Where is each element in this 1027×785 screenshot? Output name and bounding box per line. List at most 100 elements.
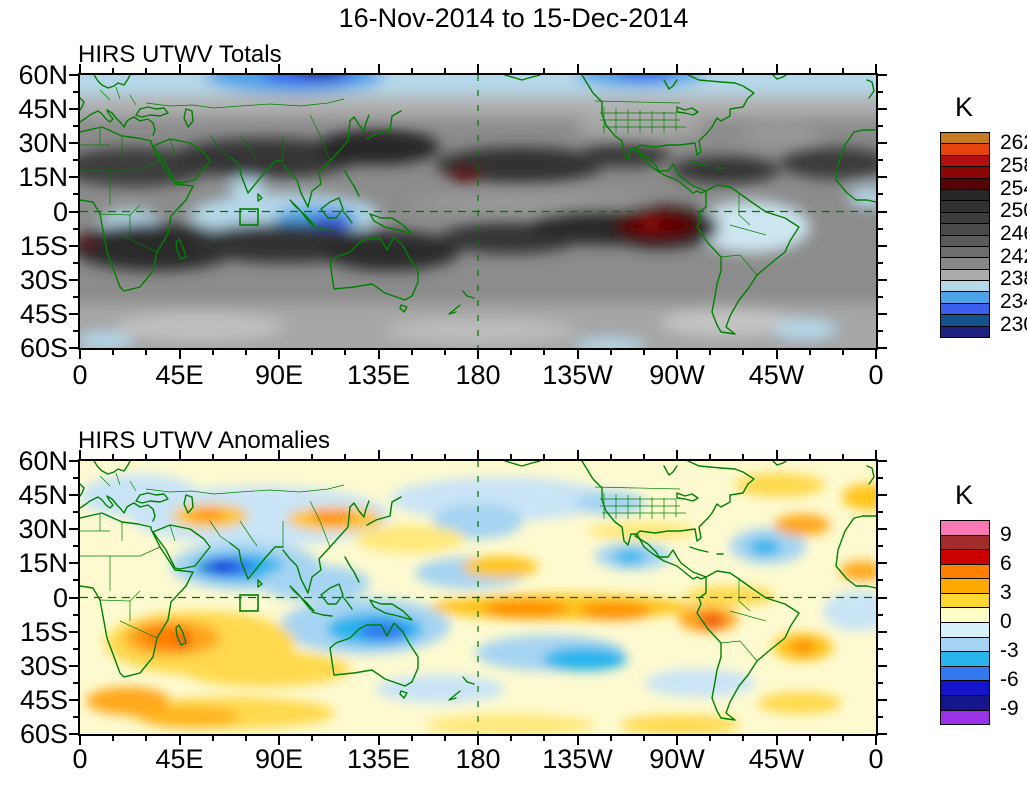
map-tick <box>609 68 612 73</box>
map-tick <box>676 736 678 745</box>
colorbar-swatch <box>941 189 989 202</box>
colorbar <box>940 520 990 725</box>
map-tick <box>609 454 612 459</box>
colorbar-tick-label: 234 <box>1000 290 1027 313</box>
map-tick <box>344 68 347 73</box>
map-tick <box>69 460 78 462</box>
map-tick <box>69 244 78 247</box>
map-tick <box>344 736 347 741</box>
map-tick <box>609 350 612 355</box>
map-tick <box>145 68 148 73</box>
map-tick <box>642 454 645 459</box>
map-tick <box>477 736 479 745</box>
map-tick <box>69 664 78 667</box>
x-tick-label: 135W <box>542 744 613 774</box>
map-tick <box>841 736 844 741</box>
y-tick-label: 30S <box>19 650 68 681</box>
totals-field-svg <box>80 75 876 348</box>
map-tick <box>178 736 181 745</box>
colorbar-swatch <box>941 212 989 225</box>
map-tick <box>112 454 115 459</box>
x-tick-label: 90E <box>254 360 304 390</box>
colorbar-tick-label: -9 <box>1000 696 1019 720</box>
map-tick <box>443 68 446 73</box>
colorbar-swatch <box>941 224 989 236</box>
colorbar-swatch <box>941 178 989 190</box>
colorbar-swatch <box>941 144 989 156</box>
x-tick-label: 90W <box>649 360 705 390</box>
colorbar-swatch <box>941 235 989 247</box>
y-tick-label: 60S <box>19 719 68 749</box>
map-tick <box>73 511 78 514</box>
map-tick <box>878 460 887 462</box>
x-tick-label: 45W <box>748 360 805 390</box>
map-tick <box>543 736 546 741</box>
map-tick <box>69 630 78 633</box>
map-tick <box>878 108 887 111</box>
map-tick <box>112 736 115 741</box>
map-tick <box>73 681 78 684</box>
map-tick <box>878 278 887 281</box>
map-tick <box>742 350 745 355</box>
map-tick <box>73 329 78 332</box>
map-tick <box>278 64 280 73</box>
anomalies-field-svg <box>80 461 876 734</box>
colorbar-swatch <box>941 326 989 338</box>
map-tick <box>69 210 78 213</box>
map-tick <box>543 454 546 459</box>
map-tick <box>69 142 78 145</box>
map-tick <box>211 350 214 355</box>
map-tick <box>278 736 280 745</box>
map-tick <box>443 454 446 459</box>
map-tick <box>676 450 678 459</box>
map-tick <box>709 454 712 459</box>
map-tick <box>808 736 811 741</box>
map-tick <box>878 715 883 718</box>
map-tick <box>69 74 78 76</box>
y-tick-label: 30N <box>18 128 68 159</box>
colorbar-swatch <box>941 710 989 725</box>
colorbar-title: K <box>954 480 973 510</box>
map-tick <box>878 91 883 94</box>
map-tick <box>875 64 877 73</box>
map-tick <box>211 736 214 741</box>
map-tick <box>69 347 78 349</box>
map-tick <box>878 630 887 633</box>
x-tick-label: 135E <box>346 744 411 774</box>
map-tick <box>79 64 81 73</box>
map-tick <box>576 350 579 359</box>
map-tick <box>875 350 877 359</box>
map-tick <box>477 350 479 359</box>
map-tick <box>311 454 314 459</box>
map-tick <box>145 350 148 355</box>
map-tick <box>73 159 78 162</box>
map-tick <box>244 454 247 459</box>
map-anomalies <box>78 459 878 736</box>
x-tick-label: 90W <box>649 744 705 774</box>
map-tick <box>709 350 712 355</box>
map-tick <box>377 450 380 459</box>
colorbar-tick-label: -6 <box>1000 667 1019 691</box>
map-tick <box>808 350 811 355</box>
colorbar-swatch <box>941 608 989 624</box>
map-tick <box>543 68 546 73</box>
map-tick <box>808 68 811 73</box>
map-tick <box>878 329 883 332</box>
map-tick <box>576 64 579 73</box>
map-tick <box>69 698 78 701</box>
map-tick <box>709 736 712 741</box>
map-tick <box>742 68 745 73</box>
map-tick <box>878 125 883 128</box>
colorbar-swatch <box>941 623 989 638</box>
map-tick <box>878 664 887 667</box>
y-tick-label: 45S <box>19 298 68 329</box>
map-tick <box>742 454 745 459</box>
map-tick <box>178 64 181 73</box>
colorbar-tick-label: 250 <box>1000 199 1027 223</box>
colorbar-tick-label: 254 <box>1000 176 1027 200</box>
colorbar-swatch <box>941 593 989 609</box>
map-tick <box>69 312 78 315</box>
colorbar-tick-label: 258 <box>1000 154 1027 177</box>
map-tick <box>443 736 446 741</box>
map-tick <box>875 450 877 459</box>
